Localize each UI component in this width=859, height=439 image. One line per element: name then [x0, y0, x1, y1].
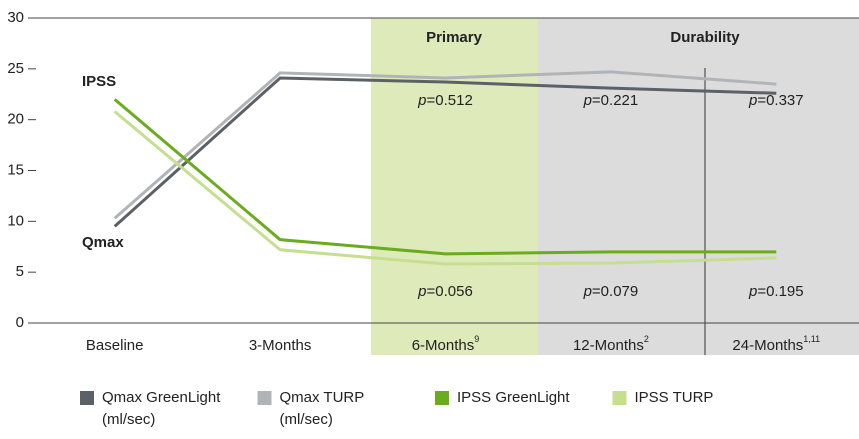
legend-swatch [80, 391, 94, 405]
category-name: 24-Months [732, 337, 803, 354]
legend-label: Qmax TURP (ml/sec) [280, 389, 365, 428]
durability-region [538, 18, 859, 355]
legend-label: IPSS TURP [635, 389, 714, 406]
p-value: p=0.337 [748, 92, 804, 109]
category-note: 2 [644, 334, 649, 344]
y-tick-label: 5 [16, 263, 24, 280]
p-value: p=0.195 [748, 283, 804, 300]
p-value: p=0.079 [583, 283, 639, 300]
p-value: p=0.512 [417, 92, 473, 109]
category-note: 1,11 [803, 334, 820, 344]
y-tick-label: 0 [16, 314, 24, 331]
series-line [113, 110, 777, 266]
x-tick-label: 3-Months [249, 337, 312, 354]
category-name: 6-Months [412, 337, 475, 354]
region-label: Primary [426, 29, 483, 46]
series-line [113, 98, 777, 256]
y-tick-label: 25 [7, 60, 24, 77]
x-tick-label: Baseline [86, 337, 144, 354]
series-line [113, 76, 777, 228]
legend-swatch [257, 391, 272, 405]
x-tick-label: 6-Months9 [412, 334, 480, 354]
legend-label: IPSS GreenLight [457, 389, 570, 406]
y-tick-label: 10 [7, 212, 24, 229]
category-name: 12-Months [573, 337, 644, 354]
x-tick-label: 12-Months2 [573, 334, 649, 354]
p-value: p=0.056 [417, 283, 473, 300]
y-tick-label: 15 [7, 161, 24, 178]
primary-region [371, 18, 538, 355]
legend-label: Qmax GreenLight (ml/sec) [102, 389, 221, 428]
legend-swatch [435, 391, 449, 405]
y-tick-label: 20 [7, 111, 24, 128]
series-label: Qmax [82, 234, 124, 251]
legend-swatch [612, 391, 627, 405]
series-line [113, 70, 777, 220]
category-note: 9 [474, 334, 479, 344]
y-tick-label: 30 [7, 9, 24, 26]
category-name: Baseline [86, 337, 144, 354]
p-value: p=0.221 [583, 92, 639, 109]
series-label: IPSS [82, 73, 116, 90]
category-name: 3-Months [249, 337, 312, 354]
x-tick-label: 24-Months1,11 [732, 334, 820, 354]
region-label: Durability [670, 29, 740, 46]
